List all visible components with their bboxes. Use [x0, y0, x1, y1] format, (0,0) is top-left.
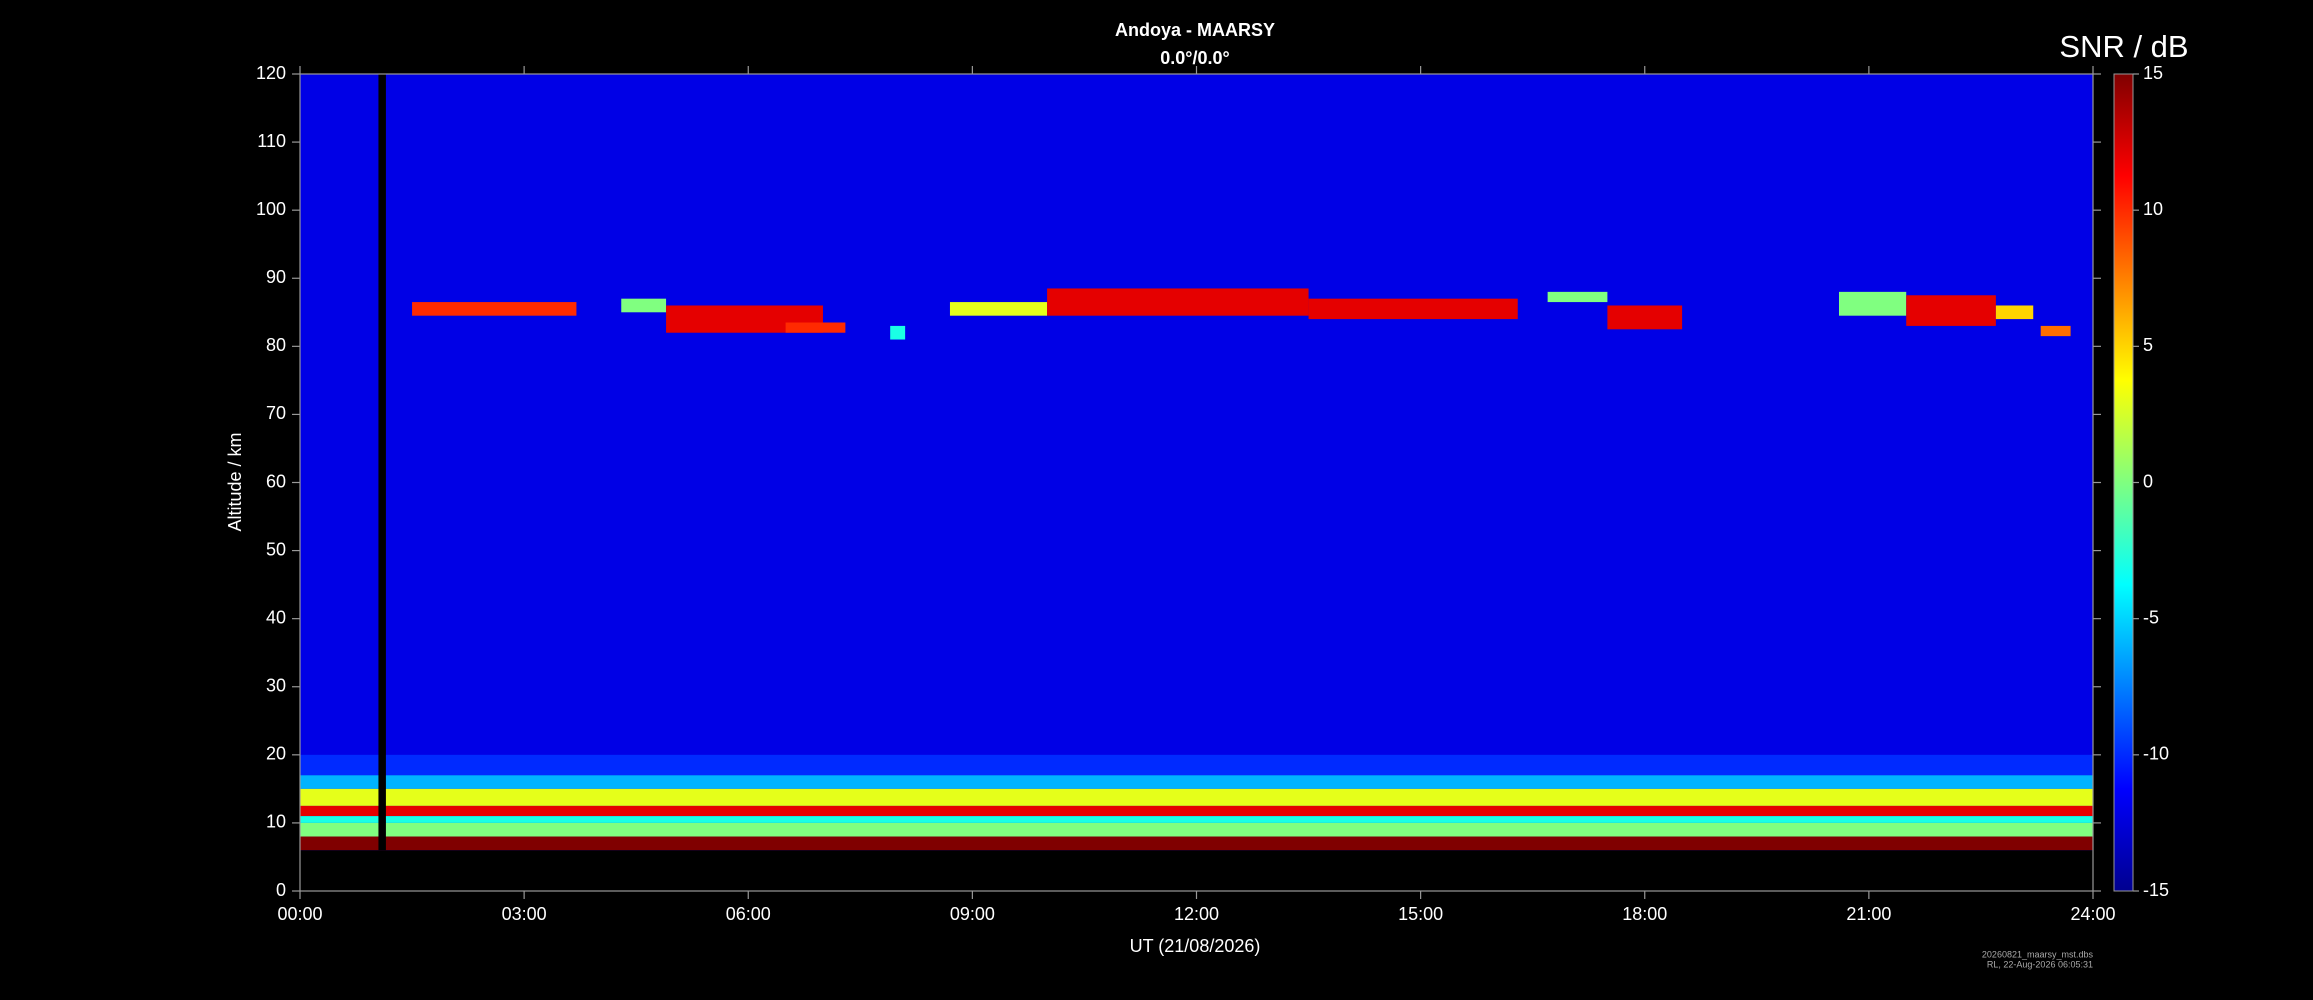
y-tick-label: 50 — [266, 539, 286, 559]
heatmap-cell — [949, 302, 1048, 316]
y-tick-label: 0 — [276, 880, 286, 900]
heatmap-cell — [1047, 288, 1309, 316]
heatmap-cell — [621, 298, 667, 313]
colorbar-tick-label: -10 — [2143, 744, 2169, 764]
y-tick-label: 70 — [266, 403, 286, 423]
y-tick-label: 100 — [256, 199, 286, 219]
colorbar-tick-label: 0 — [2143, 471, 2153, 491]
x-tick-label: 06:00 — [726, 904, 771, 924]
x-tick-label: 24:00 — [2070, 904, 2115, 924]
x-tick-label: 00:00 — [277, 904, 322, 924]
heatmap-cell — [300, 805, 2093, 817]
x-tick-label: 03:00 — [502, 904, 547, 924]
y-tick-label: 120 — [256, 63, 286, 83]
colorbar-tick-label: 5 — [2143, 335, 2153, 355]
footnote: 20260821_maarsy_mst.dbs — [1982, 949, 2094, 959]
x-tick-label: 18:00 — [1622, 904, 1667, 924]
heatmap-cell — [300, 754, 2093, 776]
chart-title: Andoya - MAARSY — [1115, 20, 1275, 40]
heatmap-cell — [1838, 291, 1907, 316]
colorbar-tick-label: -15 — [2143, 880, 2169, 900]
heatmap-cell — [300, 836, 2093, 851]
heatmap-cell — [1308, 298, 1518, 320]
heatmap-cell — [1995, 305, 2034, 320]
chart-subtitle: 0.0°/0.0° — [1160, 48, 1229, 68]
y-axis-label: Altitude / km — [225, 432, 245, 531]
colorbar — [2113, 73, 2134, 892]
y-tick-label: 80 — [266, 335, 286, 355]
heatmap-cell — [1547, 291, 1608, 303]
heatmap-cell — [300, 74, 2093, 851]
x-tick-label: 21:00 — [1846, 904, 1891, 924]
colorbar-tick-label: -5 — [2143, 607, 2159, 627]
y-tick-label: 90 — [266, 267, 286, 287]
x-tick-label: 09:00 — [950, 904, 995, 924]
heatmap-cell — [300, 788, 2093, 806]
heatmap-cell — [412, 302, 577, 316]
x-tick-label: 12:00 — [1174, 904, 1219, 924]
y-tick-label: 20 — [266, 744, 286, 764]
heatmap-cell — [785, 322, 846, 333]
heatmap-cell — [1607, 305, 1683, 330]
heatmap-cell — [1906, 295, 1996, 326]
heatmap-cell — [890, 325, 906, 340]
x-axis-label: UT (21/08/2026) — [1130, 936, 1261, 956]
x-tick-label: 15:00 — [1398, 904, 1443, 924]
heatmap-cell — [300, 822, 2093, 837]
colorbar-tick-label: 10 — [2143, 199, 2163, 219]
y-tick-label: 10 — [266, 812, 286, 832]
heatmap-cell — [378, 74, 386, 851]
footnote: RL, 22-Aug-2026 06:05:31 — [1987, 959, 2093, 969]
heatmap-cell — [300, 816, 2093, 823]
y-tick-label: 110 — [257, 131, 286, 151]
colorbar-label: SNR / dB — [2059, 29, 2188, 64]
heatmap-cell — [2040, 325, 2071, 337]
y-tick-label: 30 — [266, 676, 286, 696]
y-tick-label: 40 — [266, 607, 286, 627]
colorbar-tick-label: 15 — [2143, 63, 2163, 83]
heatmap-cell — [300, 775, 2093, 789]
y-tick-label: 60 — [266, 471, 286, 491]
